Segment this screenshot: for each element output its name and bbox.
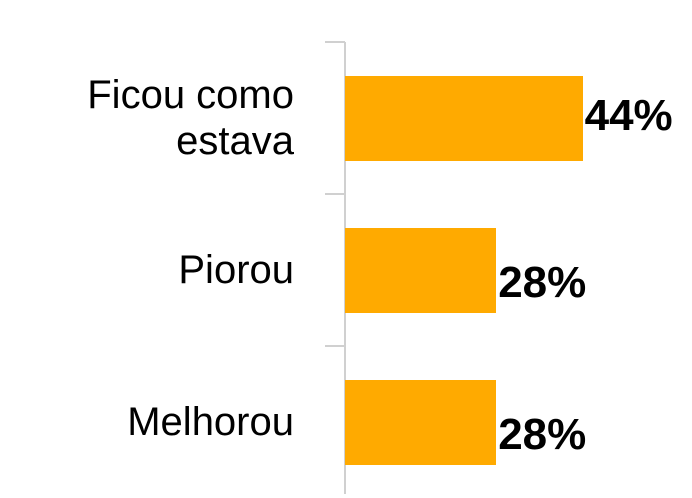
category-label: Piorou (178, 248, 294, 292)
bar (345, 379, 497, 465)
bar (345, 75, 583, 161)
category-label: Ficou como estava (87, 73, 294, 163)
value-label: 28% (498, 258, 587, 307)
value-label: 44% (584, 91, 673, 140)
bar (345, 227, 497, 313)
value-label: 28% (498, 410, 587, 459)
category-label: Melhorou (127, 400, 294, 444)
